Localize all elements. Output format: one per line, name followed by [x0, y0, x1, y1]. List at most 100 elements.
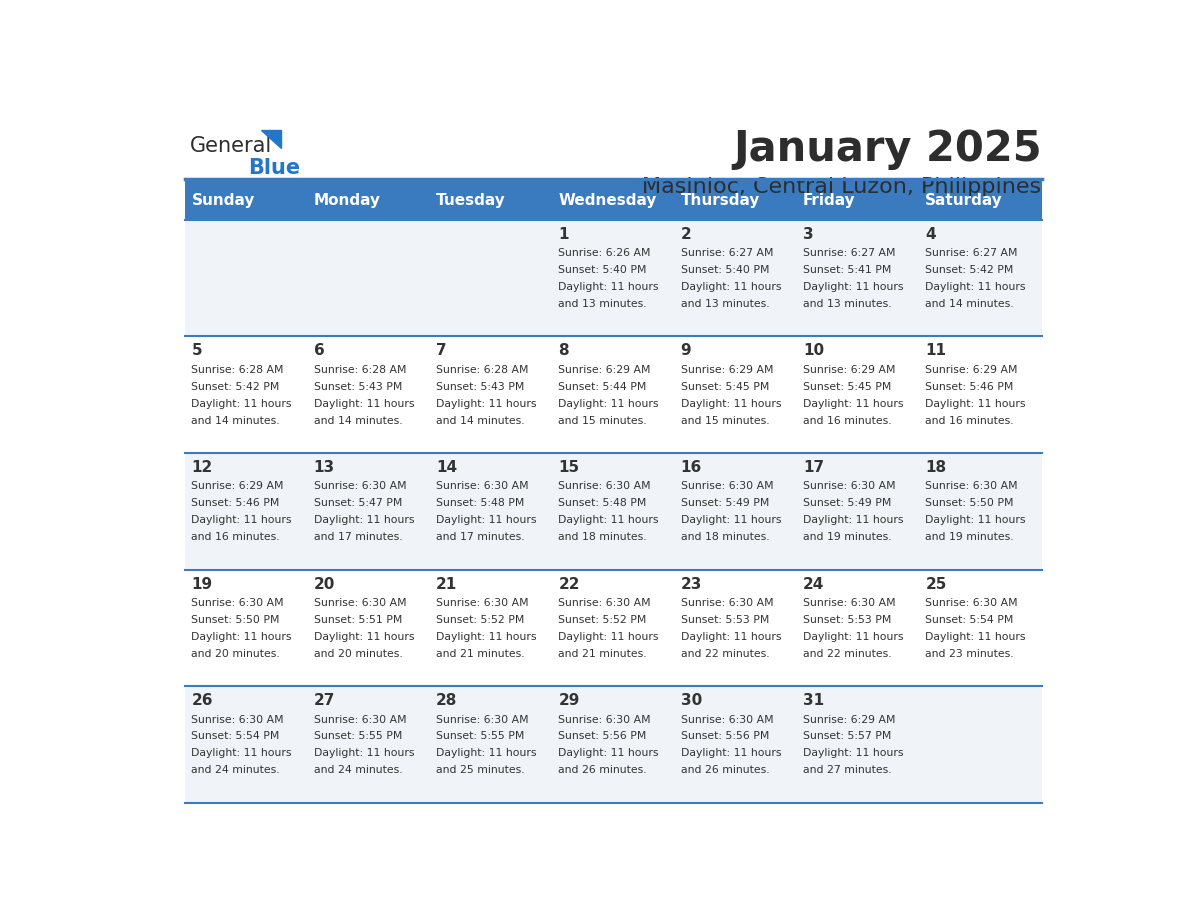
Text: Sunset: 5:54 PM: Sunset: 5:54 PM	[925, 615, 1013, 625]
Text: 22: 22	[558, 577, 580, 592]
Text: and 16 minutes.: and 16 minutes.	[803, 416, 892, 426]
Bar	[308, 336, 430, 453]
Text: Daylight: 11 hours: Daylight: 11 hours	[681, 398, 782, 409]
Bar	[430, 453, 552, 569]
Text: 27: 27	[314, 693, 335, 709]
Bar	[308, 687, 430, 803]
Text: and 18 minutes.: and 18 minutes.	[681, 532, 770, 543]
Text: and 13 minutes.: and 13 minutes.	[558, 299, 647, 308]
Text: and 26 minutes.: and 26 minutes.	[558, 766, 647, 776]
Text: Wednesday: Wednesday	[558, 193, 657, 207]
Bar	[797, 181, 920, 219]
Text: Sunset: 5:52 PM: Sunset: 5:52 PM	[436, 615, 524, 625]
Text: Daylight: 11 hours: Daylight: 11 hours	[925, 398, 1026, 409]
Text: and 13 minutes.: and 13 minutes.	[803, 299, 892, 308]
Bar	[308, 219, 430, 336]
Bar	[185, 687, 308, 803]
Text: Sunset: 5:48 PM: Sunset: 5:48 PM	[436, 498, 524, 509]
Bar	[430, 687, 552, 803]
Text: Daylight: 11 hours: Daylight: 11 hours	[191, 748, 292, 758]
Bar	[797, 453, 920, 569]
Text: Sunset: 5:56 PM: Sunset: 5:56 PM	[558, 732, 646, 742]
Text: 9: 9	[681, 343, 691, 358]
Text: Sunrise: 6:27 AM: Sunrise: 6:27 AM	[803, 248, 896, 258]
Text: Sunrise: 6:27 AM: Sunrise: 6:27 AM	[925, 248, 1018, 258]
Bar	[185, 181, 308, 219]
Text: Daylight: 11 hours: Daylight: 11 hours	[314, 748, 415, 758]
Text: and 15 minutes.: and 15 minutes.	[681, 416, 770, 426]
Polygon shape	[261, 130, 282, 148]
Text: 23: 23	[681, 577, 702, 592]
Bar	[308, 453, 430, 569]
Text: Daylight: 11 hours: Daylight: 11 hours	[803, 632, 904, 642]
Text: Daylight: 11 hours: Daylight: 11 hours	[314, 398, 415, 409]
Text: 3: 3	[803, 227, 814, 241]
Text: General: General	[190, 136, 272, 155]
Text: Sunrise: 6:30 AM: Sunrise: 6:30 AM	[681, 481, 773, 491]
Text: Monday: Monday	[314, 193, 381, 207]
Bar	[185, 453, 308, 569]
Text: Sunset: 5:40 PM: Sunset: 5:40 PM	[558, 265, 647, 275]
Text: Sunset: 5:46 PM: Sunset: 5:46 PM	[191, 498, 280, 509]
Text: Sunset: 5:52 PM: Sunset: 5:52 PM	[558, 615, 646, 625]
Text: Sunrise: 6:30 AM: Sunrise: 6:30 AM	[681, 714, 773, 724]
Text: 15: 15	[558, 460, 580, 475]
Bar	[675, 687, 797, 803]
Text: Sunrise: 6:28 AM: Sunrise: 6:28 AM	[314, 364, 406, 375]
Text: Sunset: 5:46 PM: Sunset: 5:46 PM	[925, 382, 1013, 392]
Bar	[308, 569, 430, 687]
Bar	[185, 569, 308, 687]
Text: Sunset: 5:49 PM: Sunset: 5:49 PM	[681, 498, 769, 509]
Bar	[675, 453, 797, 569]
Text: 6: 6	[314, 343, 324, 358]
Bar	[797, 687, 920, 803]
Text: and 15 minutes.: and 15 minutes.	[558, 416, 647, 426]
Text: 12: 12	[191, 460, 213, 475]
Text: 8: 8	[558, 343, 569, 358]
Text: Sunrise: 6:30 AM: Sunrise: 6:30 AM	[925, 598, 1018, 608]
Text: and 24 minutes.: and 24 minutes.	[314, 766, 403, 776]
Text: Sunrise: 6:30 AM: Sunrise: 6:30 AM	[436, 598, 529, 608]
Text: Sunrise: 6:30 AM: Sunrise: 6:30 AM	[191, 714, 284, 724]
Text: Sunset: 5:44 PM: Sunset: 5:44 PM	[558, 382, 646, 392]
Text: Sunrise: 6:30 AM: Sunrise: 6:30 AM	[558, 714, 651, 724]
Bar	[920, 569, 1042, 687]
Text: and 17 minutes.: and 17 minutes.	[436, 532, 525, 543]
Text: and 16 minutes.: and 16 minutes.	[925, 416, 1015, 426]
Text: Sunrise: 6:30 AM: Sunrise: 6:30 AM	[558, 598, 651, 608]
Text: 21: 21	[436, 577, 457, 592]
Text: Sunrise: 6:30 AM: Sunrise: 6:30 AM	[803, 598, 896, 608]
Text: Daylight: 11 hours: Daylight: 11 hours	[925, 282, 1026, 292]
Text: and 25 minutes.: and 25 minutes.	[436, 766, 525, 776]
Bar	[185, 219, 308, 336]
Text: Saturday: Saturday	[925, 193, 1003, 207]
Text: 24: 24	[803, 577, 824, 592]
Text: 2: 2	[681, 227, 691, 241]
Text: Sunset: 5:55 PM: Sunset: 5:55 PM	[436, 732, 524, 742]
Text: and 16 minutes.: and 16 minutes.	[191, 532, 280, 543]
Text: Sunset: 5:40 PM: Sunset: 5:40 PM	[681, 265, 770, 275]
Text: Daylight: 11 hours: Daylight: 11 hours	[436, 748, 537, 758]
Bar	[552, 181, 675, 219]
Text: Daylight: 11 hours: Daylight: 11 hours	[191, 515, 292, 525]
Text: and 22 minutes.: and 22 minutes.	[803, 649, 892, 659]
Text: Sunset: 5:50 PM: Sunset: 5:50 PM	[925, 498, 1013, 509]
Text: Sunrise: 6:29 AM: Sunrise: 6:29 AM	[558, 364, 651, 375]
Text: 4: 4	[925, 227, 936, 241]
Text: Sunset: 5:47 PM: Sunset: 5:47 PM	[314, 498, 403, 509]
Text: Friday: Friday	[803, 193, 855, 207]
Text: Sunday: Sunday	[191, 193, 254, 207]
Bar	[675, 569, 797, 687]
Text: Daylight: 11 hours: Daylight: 11 hours	[558, 632, 659, 642]
Bar	[920, 219, 1042, 336]
Bar	[185, 336, 308, 453]
Text: Daylight: 11 hours: Daylight: 11 hours	[803, 515, 904, 525]
Bar	[797, 569, 920, 687]
Text: Sunrise: 6:30 AM: Sunrise: 6:30 AM	[558, 481, 651, 491]
Text: Sunset: 5:54 PM: Sunset: 5:54 PM	[191, 732, 280, 742]
Text: Daylight: 11 hours: Daylight: 11 hours	[925, 632, 1026, 642]
Text: Thursday: Thursday	[681, 193, 760, 207]
Text: Sunrise: 6:30 AM: Sunrise: 6:30 AM	[925, 481, 1018, 491]
Bar	[920, 687, 1042, 803]
Text: Daylight: 11 hours: Daylight: 11 hours	[558, 748, 659, 758]
